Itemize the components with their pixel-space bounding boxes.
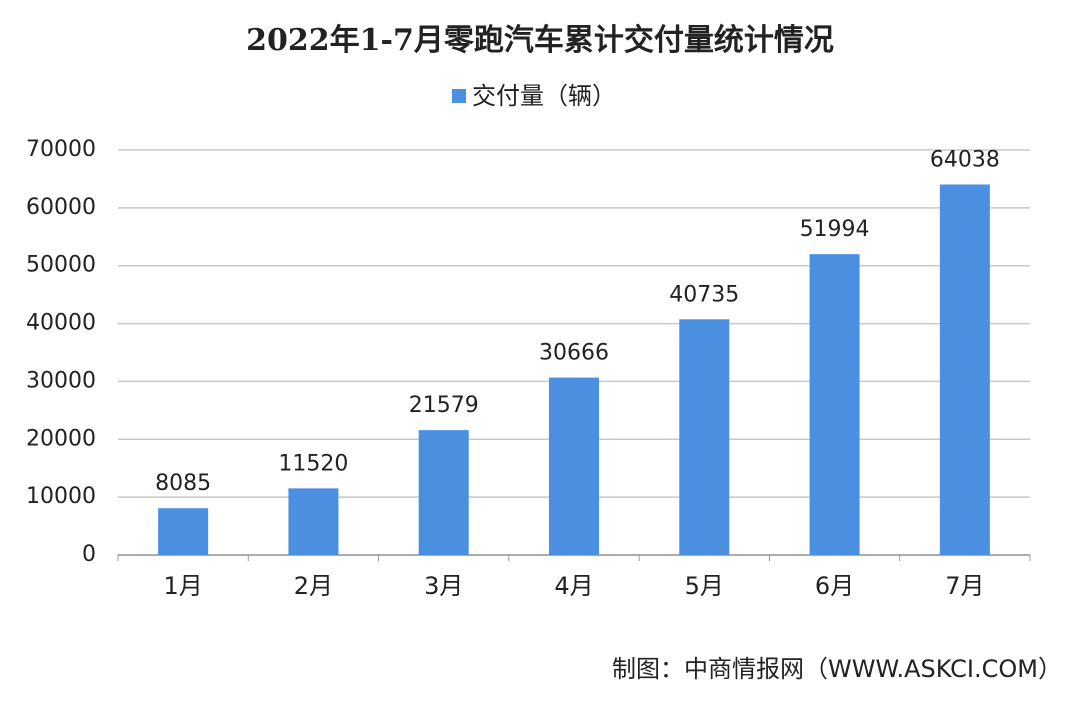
data-label: 64038: [930, 147, 1000, 172]
data-label: 11520: [278, 451, 348, 476]
bar: [679, 319, 730, 555]
data-label: 21579: [409, 393, 479, 418]
y-tick-label: 0: [82, 542, 96, 567]
y-tick-label: 10000: [26, 484, 96, 509]
bar: [288, 488, 339, 555]
legend-label: 交付量（辆）: [472, 82, 616, 110]
y-tick-label: 50000: [26, 253, 96, 278]
data-label: 40735: [669, 282, 739, 307]
bar: [158, 508, 209, 555]
x-tick-label: 4月: [554, 572, 593, 600]
data-label: 8085: [155, 471, 211, 496]
x-tick-label: 2月: [294, 572, 333, 600]
source-note: 制图：中商情报网（WWW.ASKCI.COM）: [612, 655, 1062, 683]
x-tick-label: 7月: [945, 572, 984, 600]
bar: [549, 377, 599, 555]
data-label: 51994: [800, 217, 870, 242]
y-tick-label: 40000: [26, 311, 96, 336]
bar: [809, 254, 860, 556]
x-tick-label: 5月: [685, 572, 724, 600]
y-tick-label: 30000: [26, 368, 96, 393]
x-tick-label: 3月: [424, 572, 463, 600]
legend-swatch: [452, 89, 466, 103]
y-tick-label: 70000: [26, 137, 96, 162]
chart-title: 2022年1-7月零跑汽车累计交付量统计情况: [246, 23, 834, 58]
bar: [939, 184, 990, 555]
x-tick-label: 6月: [815, 572, 854, 600]
bar: [418, 430, 469, 555]
data-label: 30666: [539, 341, 609, 366]
y-tick-label: 60000: [26, 195, 96, 220]
y-tick-label: 20000: [26, 426, 96, 451]
x-tick-label: 1月: [164, 572, 203, 600]
